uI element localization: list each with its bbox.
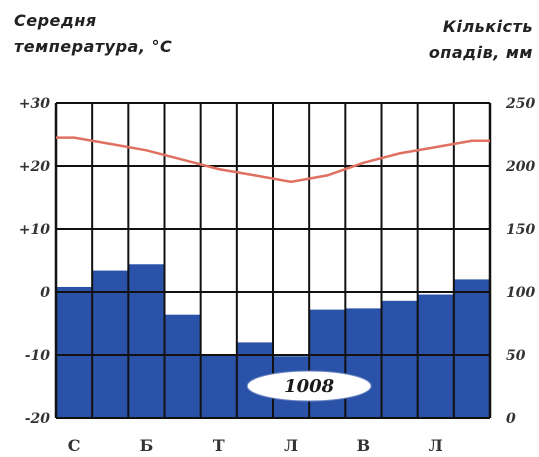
right-axis-tick-label: 150	[506, 222, 535, 238]
precipitation-bar	[345, 308, 382, 418]
month-label: Т	[213, 436, 225, 455]
right-axis-tick-label: 200	[505, 159, 535, 175]
right-axis-tick-label: 50	[506, 348, 526, 364]
precipitation-bar	[164, 314, 201, 418]
temperature-line-group	[56, 136, 490, 184]
left-axis-tick-label: +20	[19, 159, 50, 175]
month-label: Л	[284, 436, 298, 455]
chart-grid	[54, 102, 492, 419]
precipitation-bar	[309, 309, 346, 418]
precipitation-bar	[92, 270, 129, 418]
left-axis-tick-label: +30	[19, 96, 50, 112]
left-axis-tick-label: -20	[25, 411, 51, 427]
month-label: В	[357, 436, 371, 455]
precipitation-bar	[128, 264, 165, 418]
left-axis-header-line1: Середня	[14, 11, 97, 30]
right-axis-tick-label: 250	[505, 96, 535, 112]
precipitation-bar	[200, 355, 237, 418]
month-label: Б	[140, 436, 154, 455]
left-axis-header-line2: температура, °С	[14, 37, 173, 56]
month-label: Л	[429, 436, 443, 455]
precipitation-bar	[417, 294, 454, 418]
precipitation-bar	[56, 286, 93, 418]
precipitation-bar	[381, 300, 418, 418]
right-axis-header-line2: опадів, мм	[428, 43, 533, 62]
right-axis-tick-label: 100	[506, 285, 535, 301]
right-axis-header: Кількість опадів, мм	[429, 14, 533, 66]
left-axis-tick-label: -10	[25, 348, 51, 364]
right-axis-tick-label: 0	[506, 411, 516, 427]
annual-precipitation-label: 1008	[246, 370, 372, 402]
left-axis-tick-label: +10	[19, 222, 50, 238]
precipitation-bar	[453, 279, 490, 418]
left-axis-tick-label: 0	[40, 285, 50, 301]
temperature-line	[56, 136, 490, 184]
left-axis-header: Середня температура, °С	[14, 8, 172, 60]
axis-labels: +30 +20 +10 0 -10 -20 250 200 150 100 50 0 С Б Т Л В Л	[19, 96, 536, 455]
annual-oval	[246, 370, 372, 402]
annual-precipitation-value: 1008	[284, 376, 335, 397]
month-label: С	[68, 436, 81, 455]
right-axis-header-line1: Кількість	[442, 17, 533, 36]
